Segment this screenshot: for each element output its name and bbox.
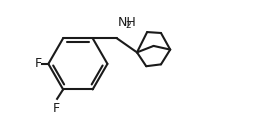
Text: F: F xyxy=(53,102,60,115)
Text: F: F xyxy=(34,57,42,70)
Text: NH: NH xyxy=(118,16,136,29)
Text: 2: 2 xyxy=(126,21,131,30)
